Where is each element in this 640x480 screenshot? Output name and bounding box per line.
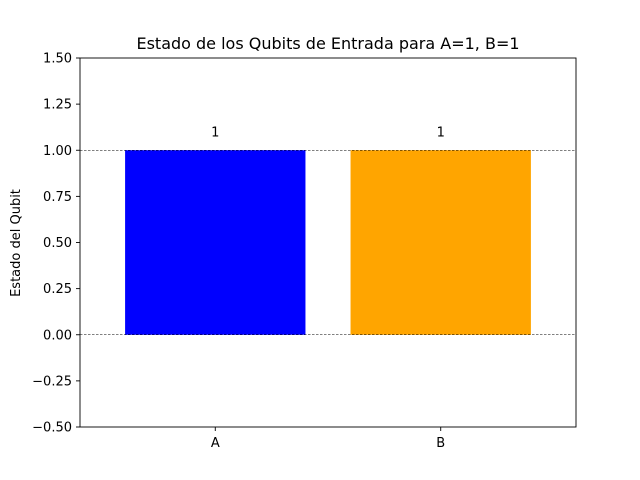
plot-area: −0.50 −0.25 0.00 0.25 0.50 0.75 1.00 1.25 1.50 A B… <box>32 52 577 451</box>
y-tick-label: 0.50 <box>43 236 72 251</box>
y-tick-label: −0.25 <box>32 374 72 389</box>
y-axis-label: Estado del Qubit <box>9 189 24 297</box>
bar-a <box>125 150 306 335</box>
y-tick-label: 1.25 <box>43 98 72 113</box>
data-label-b: 1 <box>437 125 445 140</box>
x-tick-label-a: A <box>211 436 220 451</box>
y-tick-label: −0.50 <box>32 421 72 436</box>
y-tick-label: 1.50 <box>43 52 72 67</box>
x-tick-label-b: B <box>436 436 445 451</box>
bar-b <box>350 150 531 335</box>
y-tick-label: 0.00 <box>43 328 72 343</box>
y-tick-label: 0.25 <box>43 282 72 297</box>
chart-title: Estado de los Qubits de Entrada para A=1… <box>136 34 519 53</box>
data-label-a: 1 <box>211 125 219 140</box>
y-tick-label: 1.00 <box>43 144 72 159</box>
y-tick-label: 0.75 <box>43 190 72 205</box>
